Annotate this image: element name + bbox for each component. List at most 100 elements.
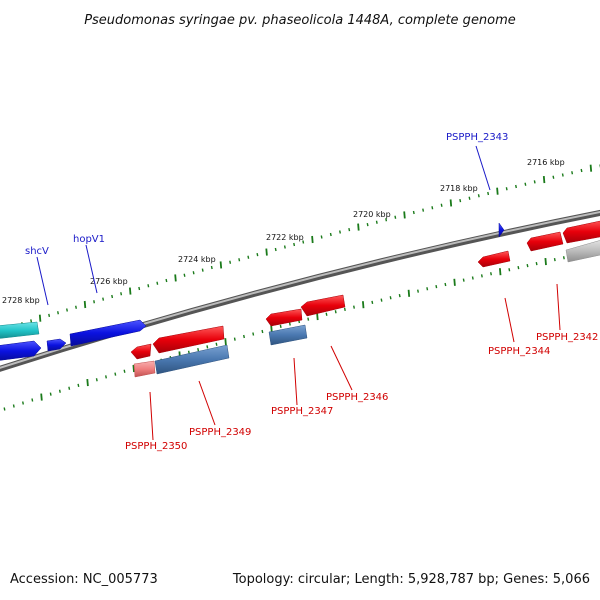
leader-PSPPH-2342 [556, 283, 561, 331]
inner-scale-tick [380, 298, 383, 302]
inner-scale-tick [535, 261, 538, 266]
gene-cyan-left[interactable] [0, 321, 40, 339]
gene-label-PSPPH-2344[interactable]: PSPPH_2344 [488, 346, 550, 357]
gene-label-PSPPH-2349[interactable]: PSPPH_2349 [189, 427, 251, 438]
outer-scale-tick [210, 265, 213, 270]
inner-scale-tick [77, 383, 80, 388]
inner-scale-tick [526, 263, 529, 268]
inner-scale-tick [353, 305, 355, 309]
outer-scale-tick [293, 242, 296, 247]
inner-scale-tick [462, 278, 465, 282]
outer-scale-tick [302, 240, 305, 244]
genome-summary-text: Topology: circular; Length: 5,928,787 bp… [232, 572, 590, 587]
outer-scale-tick [147, 284, 150, 288]
outer-scale-tick [57, 311, 59, 315]
outer-scale-tick [348, 227, 351, 232]
inner-scale-tick [288, 322, 291, 326]
inner-scale-tick [95, 378, 98, 382]
gene-label-PSPPH-2347[interactable]: PSPPH_2347 [271, 406, 333, 417]
outer-scale-tick [459, 198, 462, 203]
gene-steel-track-long[interactable] [154, 344, 230, 375]
outer-scale-tick [339, 230, 341, 234]
inner-scale-tick [206, 345, 209, 349]
outer-scale-tick [477, 194, 480, 198]
scale-label-2726: 2726 kbp [90, 277, 128, 286]
gene-steel-track-short[interactable] [268, 324, 308, 346]
leader-PSPPH-2350 [149, 391, 154, 441]
outer-scale-tick [561, 173, 564, 177]
outer-scale-tick [229, 260, 232, 264]
inner-scale-tick [197, 347, 200, 352]
gene-small-blue[interactable] [46, 338, 67, 352]
outer-scale-tick [394, 215, 397, 219]
outer-scale-tick [422, 208, 425, 212]
gene-label-PSPPH-2346[interactable]: PSPPH_2346 [326, 392, 388, 403]
outer-scale-tick [30, 319, 33, 323]
gene-label-shcV[interactable]: shcV [25, 246, 49, 257]
inner-scale-tick [325, 312, 328, 316]
gene-red-right-edge[interactable] [562, 220, 600, 244]
inner-scale-tick [398, 293, 401, 298]
leader-PSPPH-2347 [293, 357, 298, 406]
outer-scale-tick [440, 203, 443, 207]
inner-scale-tick [362, 301, 365, 309]
gene-hopV1[interactable] [69, 319, 147, 347]
gene-PSPPH-2347[interactable] [265, 308, 303, 327]
outer-scale-tick [66, 308, 68, 312]
gene-PSPPH-2343[interactable] [498, 222, 505, 238]
inner-scale-tick [233, 337, 236, 341]
inner-scale-tick [444, 282, 447, 287]
gene-label-PSPPH-2343[interactable]: PSPPH_2343 [446, 132, 508, 143]
outer-scale-tick [256, 252, 259, 257]
outer-scale-tick [487, 191, 490, 196]
gene-PSPPH-2349[interactable] [152, 325, 225, 354]
gene-gray-track[interactable] [565, 239, 600, 263]
inner-scale-tick [123, 369, 126, 373]
outer-scale-tick [505, 187, 508, 191]
inner-scale-tick [31, 398, 34, 402]
inner-scale-tick [508, 268, 511, 272]
outer-scale-tick [111, 294, 114, 299]
inner-scale-tick [453, 278, 456, 286]
outer-scale-tick [329, 232, 332, 237]
outer-scale-tick [366, 222, 369, 227]
inner-scale-tick [105, 375, 107, 379]
gene-PSPPH-2344[interactable] [477, 250, 511, 268]
outer-scale-tick [412, 210, 415, 215]
leader-PSPPH-2346 [330, 345, 353, 391]
outer-scale-tick [431, 206, 434, 210]
outer-scale-tick [38, 314, 42, 322]
gene-label-PSPPH-2342[interactable]: PSPPH_2342 [536, 332, 598, 343]
gene-label-hopV1[interactable]: hopV1 [73, 234, 105, 245]
inner-scale-tick [215, 342, 218, 346]
inner-scale-tick [68, 386, 71, 390]
scale-label-2716: 2716 kbp [527, 158, 565, 167]
gene-shcV[interactable] [0, 340, 42, 361]
blue-leader-lines [36, 145, 491, 306]
gene-PSPPH-2346[interactable] [300, 294, 346, 317]
outer-scale-tick [48, 313, 51, 318]
inner-scale-tick [261, 329, 264, 334]
gene-label-PSPPH-2350[interactable]: PSPPH_2350 [125, 441, 187, 452]
outer-scale-tick [138, 286, 141, 291]
inner-scale-tick [553, 257, 556, 262]
outer-scale-tick [571, 171, 574, 175]
gene-pink-track[interactable] [133, 360, 156, 378]
inner-scale-tick [40, 393, 43, 401]
outer-scale-tick [201, 268, 204, 272]
gene-PSPPH-2342[interactable] [526, 231, 564, 252]
inner-scale-tick [562, 256, 565, 260]
outer-scale-tick [165, 278, 168, 283]
accession-text: Accession: NC_005773 [10, 572, 158, 587]
outer-scale-tick [219, 261, 223, 269]
outer-scale-tick [496, 187, 499, 195]
scale-label-2728: 2728 kbp [2, 296, 40, 305]
leader-PSPPH-2349 [198, 380, 216, 426]
gene-PSPPH-2350[interactable] [130, 343, 152, 360]
red-leader-lines [149, 283, 561, 441]
inner-scale-tick [499, 268, 502, 276]
outer-scale-ticks [3, 164, 600, 331]
outer-scale-tick [238, 258, 241, 262]
outer-scale-tick [524, 182, 527, 186]
